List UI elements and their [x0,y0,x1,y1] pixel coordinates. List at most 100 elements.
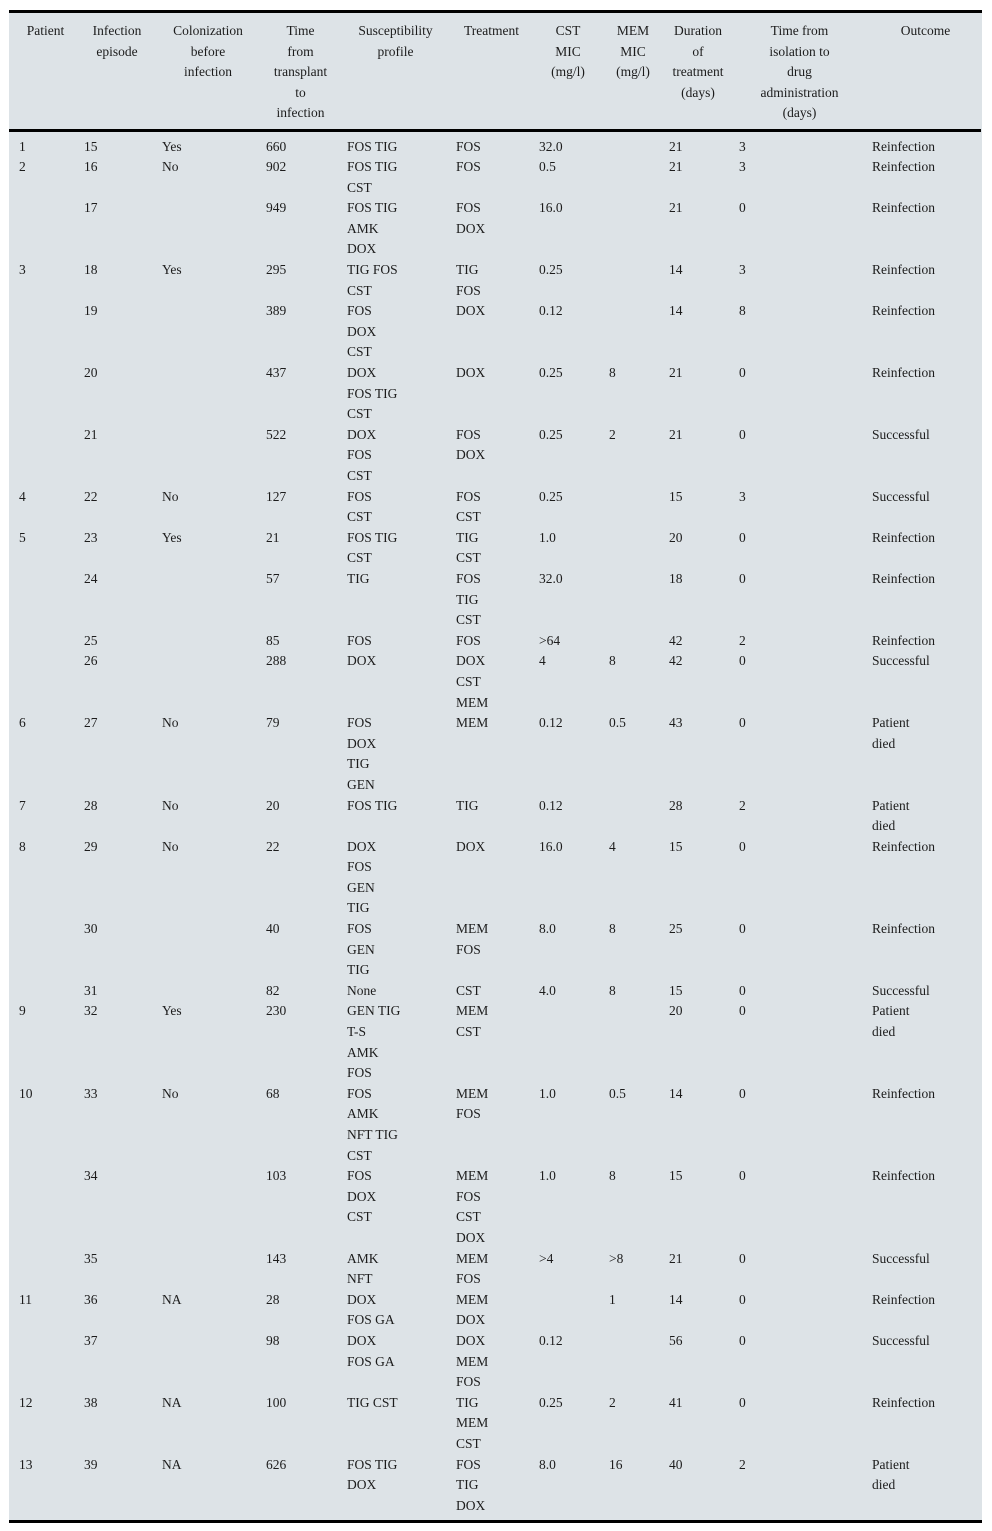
cell-time-from-transplant-to-infection: 22 [266,838,280,854]
cell-cst-mic: >4 [539,1250,554,1266]
cell-colonization-before-infection [152,631,256,652]
cell-susceptibility-profile: DOX FOS CST [347,426,377,483]
cell-outcome: Successful [872,426,930,442]
cell-time-from-transplant-to-infection: 949 [266,200,287,216]
cell-treatment: FOS TIG CST [456,570,481,628]
col-header-treatment-duration: Duration of treatment (days) [659,13,729,132]
cell-infection-episode: 22 [84,488,98,504]
cell-colonization-before-infection [152,1166,256,1248]
cell-cst-mic: 4.0 [539,982,556,998]
table-row: 12 38 NA 100 TIG CST TIG MEM CST 0.25 2 41 0 Reinf… [9,1393,981,1455]
cell-time-from-transplant-to-infection: 230 [266,1003,287,1019]
cell-time-from-transplant-to-infection: 660 [266,138,287,154]
col-header-treatment: Treatment [446,13,529,132]
cell-colonization-before-infection [152,1249,256,1290]
cell-cst-mic: 0.5 [539,159,556,175]
cell-treatment-duration: 15 [669,982,683,998]
cell-time-from-isolation-to-drug-administration: 8 [739,303,746,319]
cell-infection-episode: 25 [84,632,98,648]
cell-time-from-isolation-to-drug-administration: 0 [739,838,746,854]
cell-patient [9,1166,74,1248]
table-row: 19 389 FOS DOX CST DOX 0.12 14 8 Reinfection [9,301,981,363]
cell-outcome: Reinfection [872,262,935,278]
cell-mem-mic: 0.5 [609,1085,626,1101]
cell-patient [9,631,74,652]
cell-treatment-duration: 21 [669,138,683,154]
table-row: 7 28 No 20 FOS TIG TIG 0.12 28 2 Patient died [9,796,981,837]
cell-mem-mic [599,1331,659,1393]
cell-susceptibility-profile: DOX FOS GA [347,1291,395,1328]
cell-infection-episode: 27 [84,715,98,731]
cell-treatment: MEM FOS [456,1085,489,1122]
cell-treatment-duration: 21 [669,426,683,442]
cell-infection-episode: 20 [84,365,98,381]
col-header-mem-mic: MEM MIC (mg/l) [599,13,659,132]
table-body: 1 15 Yes 660 FOS TIG FOS 32.0 21 3 Reinfection 2 16… [9,130,981,1516]
col-header-infection-episode: Infection episode [74,13,152,132]
cell-treatment: DOX [456,365,486,381]
cell-time-from-transplant-to-infection: 389 [266,303,287,319]
cell-patient: 9 [19,1003,26,1019]
cell-colonization-before-infection [152,425,256,487]
cell-treatment-duration: 15 [669,838,683,854]
cell-colonization-before-infection [152,569,256,631]
cell-treatment-duration: 21 [669,365,683,381]
cell-mem-mic [599,260,659,301]
cell-infection-episode: 19 [84,303,98,319]
cell-time-from-transplant-to-infection: 437 [266,365,287,381]
cell-treatment-duration: 15 [669,1168,683,1184]
cell-time-from-transplant-to-infection: 522 [266,426,287,442]
cell-outcome: Reinfection [872,838,935,854]
cell-time-from-isolation-to-drug-administration: 0 [739,1394,746,1410]
cell-infection-episode: 23 [84,529,98,545]
cell-infection-episode: 39 [84,1456,98,1472]
cell-outcome: Reinfection [872,303,935,319]
cell-patient: 4 [19,488,26,504]
cell-treatment: FOS CST [456,488,481,525]
cell-colonization-before-infection: No [162,838,179,854]
cell-time-from-transplant-to-infection: 127 [266,488,287,504]
cell-treatment: TIG CST [456,529,481,566]
cell-treatment: TIG [456,797,479,813]
cell-colonization-before-infection: No [162,1085,179,1101]
table-row: 20 437 DOX FOS TIG CST DOX 0.25 8 21 0 Reinfecti… [9,363,981,425]
table-row: 4 22 No 127 FOS CST FOS CST 0.25 15 3 Successful [9,487,981,528]
cell-treatment: MEM [456,715,489,731]
cell-treatment-duration: 14 [669,1085,683,1101]
table-row: 9 32 Yes 230 GEN TIG T-S AMK FOS MEM CST 20 0 Pa… [9,1001,981,1083]
cell-outcome: Reinfection [872,1291,935,1307]
table-row: 2 16 No 902 FOS TIG CST FOS 0.5 21 3 Reinfection [9,157,981,198]
cell-susceptibility-profile: TIG FOS CST [347,262,398,298]
cell-infection-episode: 38 [84,1394,98,1410]
cell-colonization-before-infection: No [162,797,179,813]
cell-patient: 11 [19,1291,32,1307]
cell-treatment: DOX [456,303,486,319]
cell-cst-mic: 1.0 [539,529,556,545]
cell-time-from-isolation-to-drug-administration: 3 [739,159,746,175]
cell-patient [9,363,74,425]
cell-mem-mic [599,157,659,198]
cell-treatment-duration: 15 [669,488,683,504]
cell-cst-mic: 0.12 [539,1332,563,1348]
cell-time-from-transplant-to-infection: 626 [266,1456,287,1472]
table-row: 10 33 No 68 FOS AMK NFT TIG CST MEM FOS 1.0 0.5… [9,1084,981,1166]
cell-cst-mic: 1.0 [539,1085,556,1101]
cell-outcome: Patient died [872,797,910,834]
cell-colonization-before-infection: Yes [162,1003,182,1019]
cell-time-from-isolation-to-drug-administration: 0 [739,200,746,216]
cell-infection-episode: 29 [84,838,98,854]
cell-time-from-isolation-to-drug-administration: 0 [739,426,746,442]
cell-susceptibility-profile: DOX FOS GA [347,1332,395,1369]
cell-susceptibility-profile: DOX [347,653,377,669]
cell-patient: 7 [19,797,26,813]
cell-colonization-before-infection: No [162,715,179,731]
cell-patient [9,651,74,713]
infection-episodes-table: Patient Infection episode Colonization bef… [9,13,981,1516]
cell-mem-mic: 0.5 [609,715,626,731]
cell-patient: 10 [19,1085,33,1101]
cell-susceptibility-profile: DOX FOS TIG CST [347,365,398,422]
cell-mem-mic: >8 [609,1250,624,1266]
cell-treatment-duration: 14 [669,1291,683,1307]
cell-time-from-isolation-to-drug-administration: 3 [739,138,746,154]
cell-time-from-isolation-to-drug-administration: 0 [739,1168,746,1184]
